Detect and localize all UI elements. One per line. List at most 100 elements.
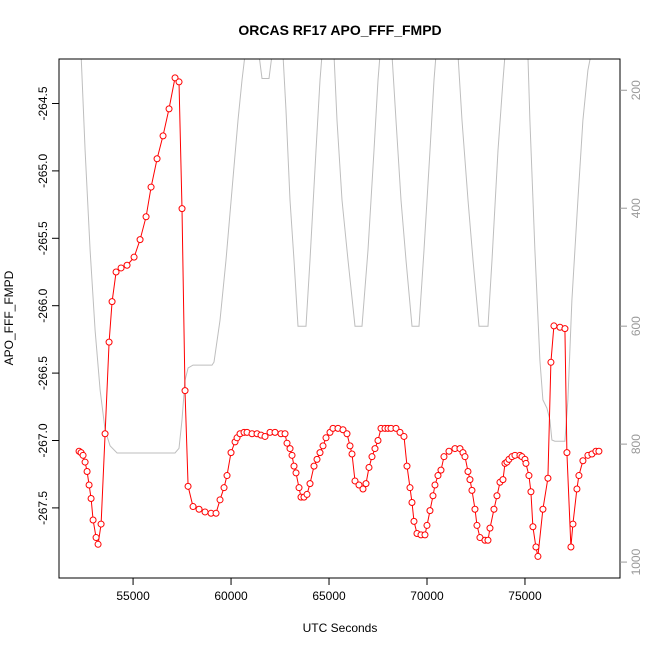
point bbox=[561, 325, 569, 333]
point bbox=[189, 503, 197, 511]
point bbox=[117, 264, 125, 272]
point bbox=[410, 517, 418, 525]
point bbox=[547, 358, 555, 366]
plot-area bbox=[75, 59, 603, 560]
point bbox=[175, 78, 183, 86]
point bbox=[108, 298, 116, 306]
point bbox=[223, 472, 231, 480]
point bbox=[220, 484, 228, 492]
point bbox=[484, 536, 492, 544]
point bbox=[567, 543, 575, 551]
point bbox=[569, 520, 577, 528]
y2-tick-label: 1000 bbox=[629, 548, 643, 575]
point bbox=[525, 472, 533, 480]
point bbox=[579, 457, 587, 465]
point bbox=[473, 521, 481, 529]
point bbox=[92, 534, 100, 542]
point bbox=[434, 472, 442, 480]
point bbox=[534, 552, 542, 560]
point bbox=[216, 496, 224, 504]
point bbox=[471, 505, 479, 513]
point bbox=[368, 453, 376, 461]
point bbox=[490, 505, 498, 513]
point bbox=[201, 508, 209, 516]
point bbox=[142, 213, 150, 221]
y-tick-label: -264.5 bbox=[36, 86, 50, 120]
point bbox=[227, 449, 235, 457]
point bbox=[310, 462, 318, 470]
point bbox=[89, 516, 97, 524]
point bbox=[392, 424, 400, 432]
point bbox=[97, 520, 105, 528]
point bbox=[79, 451, 87, 459]
chart-title: ORCAS RF17 APO_FFF_FMPD bbox=[238, 22, 441, 38]
point bbox=[306, 480, 314, 488]
y-tick-label: -266.0 bbox=[36, 288, 50, 322]
point bbox=[130, 253, 138, 261]
point bbox=[423, 521, 431, 529]
point bbox=[319, 442, 327, 450]
point bbox=[339, 426, 347, 434]
point bbox=[464, 468, 472, 476]
point bbox=[573, 485, 581, 493]
y-tick-label: -266.5 bbox=[36, 356, 50, 390]
point bbox=[403, 462, 411, 470]
series-line bbox=[80, 59, 591, 454]
point bbox=[261, 432, 269, 440]
point bbox=[499, 476, 507, 484]
x-tick-label: 70000 bbox=[410, 589, 444, 603]
y-axis-label: APO_FFF_FMPD bbox=[2, 270, 16, 365]
point bbox=[466, 476, 474, 484]
point bbox=[400, 432, 408, 440]
point bbox=[87, 494, 95, 502]
point bbox=[437, 466, 445, 474]
point bbox=[563, 449, 571, 457]
point bbox=[575, 472, 583, 480]
x-tick-label: 75000 bbox=[508, 589, 542, 603]
point bbox=[445, 447, 453, 455]
point bbox=[322, 434, 330, 442]
point bbox=[101, 430, 109, 438]
point bbox=[313, 455, 321, 463]
point bbox=[365, 463, 373, 471]
plot-frame bbox=[58, 58, 621, 579]
point bbox=[550, 322, 558, 330]
point bbox=[522, 459, 530, 467]
x-tick-label: 65000 bbox=[312, 589, 346, 603]
point bbox=[153, 155, 161, 163]
point bbox=[421, 531, 429, 539]
point bbox=[529, 523, 537, 531]
y2-tick-label: 800 bbox=[629, 434, 643, 454]
y2-tick-label: 600 bbox=[629, 316, 643, 336]
point bbox=[112, 268, 120, 276]
point bbox=[539, 505, 547, 513]
point bbox=[83, 468, 91, 476]
point bbox=[178, 205, 186, 213]
point bbox=[468, 486, 476, 494]
point bbox=[396, 428, 404, 436]
point bbox=[288, 451, 296, 459]
point bbox=[212, 509, 220, 517]
point bbox=[359, 485, 367, 493]
point bbox=[362, 480, 370, 488]
point bbox=[426, 507, 434, 515]
y-tick-label: -267.5 bbox=[36, 491, 50, 525]
point bbox=[374, 436, 382, 444]
y-tick-label: -265.0 bbox=[36, 154, 50, 188]
point bbox=[544, 474, 552, 482]
point bbox=[85, 481, 93, 489]
y-tick-label: -267.0 bbox=[36, 423, 50, 457]
point bbox=[81, 458, 89, 466]
y-tick-label: -265.5 bbox=[36, 221, 50, 255]
point bbox=[295, 484, 303, 492]
y2-tick-label: 400 bbox=[629, 198, 643, 218]
point bbox=[123, 261, 131, 269]
point bbox=[429, 492, 437, 500]
point bbox=[371, 445, 379, 453]
point bbox=[351, 477, 359, 485]
point bbox=[195, 505, 203, 513]
x-tick-label: 55000 bbox=[116, 589, 150, 603]
x-tick-label: 60000 bbox=[214, 589, 248, 603]
point bbox=[461, 453, 469, 461]
